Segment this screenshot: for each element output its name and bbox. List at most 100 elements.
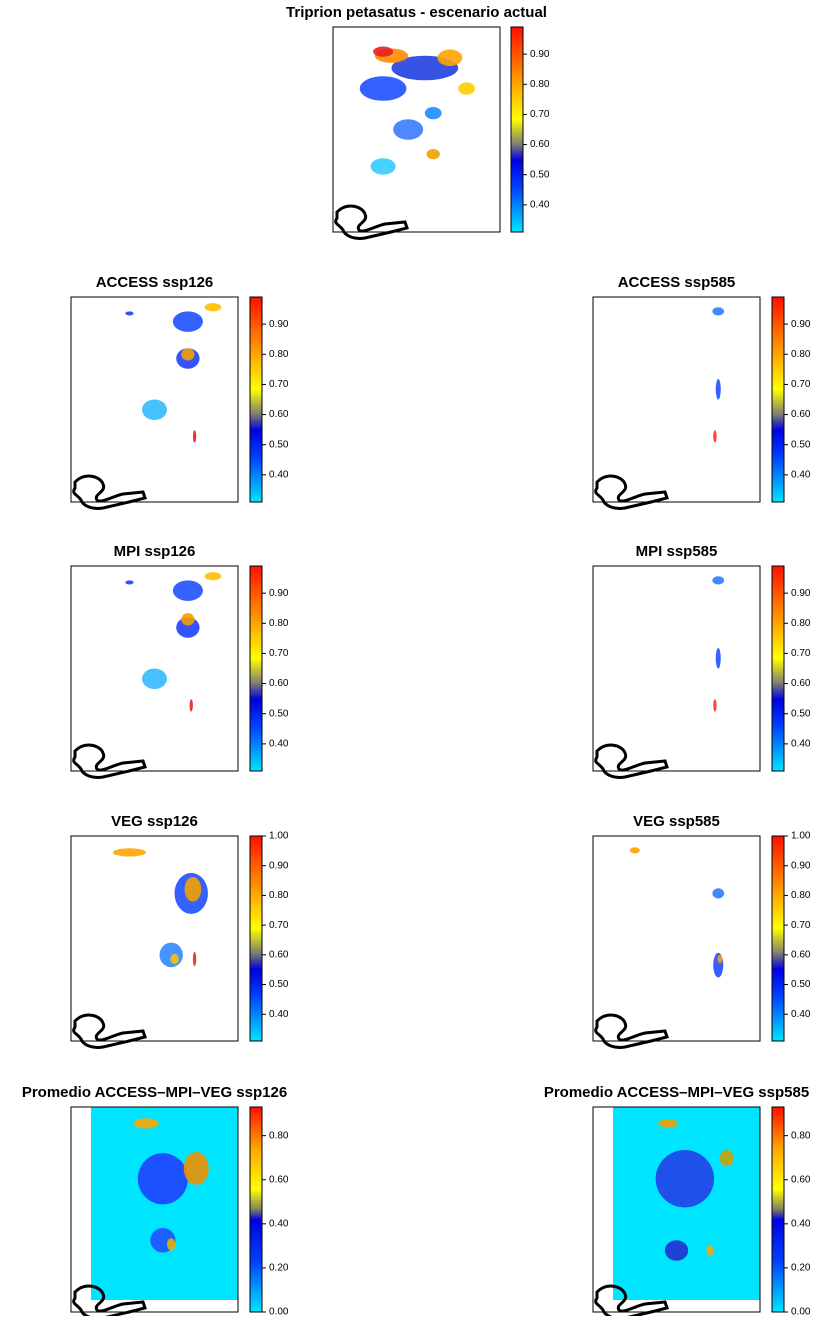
colorbar-tick-label: 0.50 <box>269 979 289 990</box>
colorbar-tick-label: 0.80 <box>269 618 289 629</box>
map-region <box>665 1240 688 1261</box>
colorbar-tick-label: 0.90 <box>791 860 811 871</box>
map-area <box>630 847 724 977</box>
colorbar <box>250 1107 262 1312</box>
colorbar-tick-label: 0.20 <box>269 1263 289 1274</box>
map-region <box>181 348 194 360</box>
map-area <box>360 46 475 174</box>
colorbar <box>772 1107 784 1312</box>
map-region <box>707 1245 714 1255</box>
panel-title: ACCESS ssp585 <box>618 274 736 291</box>
colorbar-tick-label: 0.00 <box>791 1307 811 1316</box>
colorbar-tick-label: 1.00 <box>791 831 811 842</box>
panel-title: ACCESS ssp126 <box>96 274 214 291</box>
map-region <box>205 303 222 311</box>
map-region <box>173 311 203 332</box>
map-area <box>91 1107 238 1300</box>
colorbar-tick-label: 0.60 <box>791 1174 811 1185</box>
colorbar-tick-label: 0.80 <box>791 890 811 901</box>
map-frame <box>593 566 760 771</box>
colorbar-tick-label: 0.90 <box>269 860 289 871</box>
colorbar-tick-label: 0.20 <box>791 1263 811 1274</box>
colorbar-tick-label: 0.90 <box>791 319 811 330</box>
colorbar-tick-label: 0.70 <box>791 648 811 659</box>
map-region <box>125 311 133 315</box>
map-region <box>712 576 724 584</box>
map-frame <box>71 836 238 1041</box>
map-region <box>193 430 196 442</box>
coastline <box>336 206 407 238</box>
colorbar-tick-label: 0.60 <box>269 678 289 689</box>
colorbar-tick-label: 0.40 <box>269 1009 289 1020</box>
map-region <box>656 1150 714 1207</box>
map-area <box>712 307 724 442</box>
panel-title: Triprion petasatus - escenario actual <box>286 4 547 21</box>
colorbar <box>772 297 784 502</box>
coastline <box>596 476 667 508</box>
colorbar-tick-label: 0.70 <box>269 920 289 931</box>
colorbar-tick-label: 0.50 <box>791 439 811 450</box>
colorbar-tick-label: 0.80 <box>530 79 550 90</box>
colorbar-tick-label: 0.40 <box>791 739 811 750</box>
colorbar-tick-label: 0.90 <box>791 588 811 599</box>
map-area <box>613 1107 760 1300</box>
map-region <box>713 430 716 442</box>
map-region <box>138 1153 188 1204</box>
map-area <box>712 576 724 711</box>
colorbar-tick-label: 0.60 <box>791 678 811 689</box>
map-region <box>125 580 133 584</box>
colorbar-tick-label: 0.60 <box>791 949 811 960</box>
map-area <box>125 572 221 711</box>
map-region <box>717 955 722 963</box>
colorbar-tick-label: 1.00 <box>269 831 289 842</box>
map-region <box>716 379 721 400</box>
map-region <box>185 877 202 902</box>
colorbar-tick-label: 0.40 <box>791 470 811 481</box>
colorbar-tick-label: 0.90 <box>269 588 289 599</box>
colorbar-tick-label: 0.80 <box>269 890 289 901</box>
colorbar-tick-label: 0.50 <box>791 708 811 719</box>
colorbar-tick-label: 0.60 <box>269 949 289 960</box>
map-region <box>393 119 423 140</box>
colorbar-tick-label: 0.50 <box>791 979 811 990</box>
colorbar-tick-label: 0.70 <box>269 648 289 659</box>
map-region <box>712 888 724 898</box>
colorbar-tick-label: 0.00 <box>269 1307 289 1316</box>
colorbar-tick-label: 0.40 <box>791 1009 811 1020</box>
map-region <box>193 952 196 966</box>
map-region <box>630 847 640 853</box>
map-region <box>716 648 721 669</box>
coastline <box>596 745 667 777</box>
map-region <box>713 699 716 711</box>
colorbar-tick-label: 0.80 <box>791 349 811 360</box>
colorbar <box>250 836 262 1041</box>
colorbar-tick-label: 0.60 <box>791 409 811 420</box>
panel-title: VEG ssp585 <box>633 813 720 830</box>
colorbar <box>772 836 784 1041</box>
map-region <box>712 307 724 315</box>
map-frame <box>593 297 760 502</box>
map-region <box>142 669 167 690</box>
colorbar <box>250 566 262 771</box>
colorbar-tick-label: 0.90 <box>530 49 550 60</box>
map-region <box>371 158 396 174</box>
map-region <box>170 954 178 964</box>
map-region <box>190 699 193 711</box>
colorbar-tick-label: 0.50 <box>530 169 550 180</box>
map-area <box>125 303 221 442</box>
colorbar-tick-label: 0.80 <box>791 1130 811 1141</box>
colorbar-tick-label: 0.50 <box>269 439 289 450</box>
map-region <box>437 50 462 66</box>
map-region <box>427 149 440 159</box>
map-region <box>181 613 194 625</box>
map-region <box>360 76 407 101</box>
coastline <box>596 1015 667 1047</box>
map-region <box>167 1238 175 1250</box>
map-region <box>720 1150 733 1166</box>
panel-title: Promedio ACCESS–MPI–VEG ssp585 <box>544 1084 809 1101</box>
map-region <box>134 1118 159 1128</box>
